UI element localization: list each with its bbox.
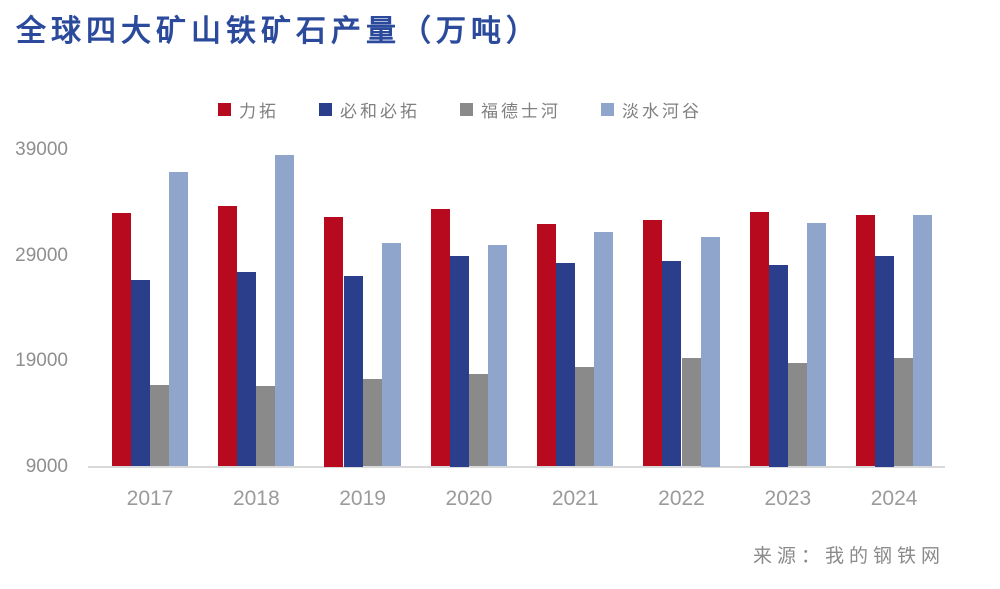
bar-福德士河-2021 [575, 367, 595, 467]
bar-福德士河-2020 [468, 373, 488, 467]
x-axis-tick-label: 2023 [764, 487, 812, 510]
chart-legend: 力拓 必和必拓 福德士河 淡水河谷 [150, 97, 770, 121]
y-axis-tick-label: 29000 [15, 244, 68, 266]
bar-淡水河谷-2019 [381, 242, 401, 467]
bar-淡水河谷-2018 [275, 155, 295, 467]
x-axis-tick-label: 2018 [232, 487, 280, 510]
bar-力拓-2020 [430, 209, 450, 467]
legend-label: 力拓 [239, 101, 279, 121]
y-axis-tick-label: 9000 [25, 455, 68, 477]
bar-必和必拓-2019 [343, 275, 363, 467]
x-axis-tick-label: 2020 [445, 487, 493, 510]
x-axis-tick-label: 2021 [551, 487, 599, 510]
bar-力拓-2019 [324, 216, 344, 467]
legend-swatch-icon [319, 102, 332, 116]
bar-必和必拓-2018 [237, 272, 257, 467]
x-axis-tick-label: 2022 [658, 487, 705, 510]
bar-力拓-2023 [749, 212, 769, 467]
bar-力拓-2022 [643, 219, 663, 467]
x-axis-tick-label: 2024 [870, 487, 918, 510]
bar-淡水河谷-2021 [594, 232, 614, 467]
bar-福德士河-2018 [256, 386, 276, 467]
legend-item-力拓: 力拓 [218, 97, 279, 122]
bar-必和必拓-2021 [556, 262, 576, 467]
x-axis-tick-label: 2019 [339, 487, 386, 510]
bar-力拓-2021 [537, 223, 557, 467]
legend-item-必和必拓: 必和必拓 [319, 97, 420, 122]
bar-力拓-2018 [218, 205, 238, 467]
bar-福德士河-2017 [150, 385, 170, 467]
source-note: 来源：我的钢铁网 [752, 546, 945, 567]
x-axis-baseline [88, 466, 945, 468]
bar-力拓-2024 [855, 215, 875, 467]
page-title: 全球四大矿山铁矿石产量（万吨） [16, 15, 541, 48]
legend-swatch-icon [218, 102, 231, 116]
bar-福德士河-2019 [362, 378, 382, 467]
bar-力拓-2017 [111, 213, 131, 467]
legend-label: 福德士河 [481, 101, 561, 121]
bar-淡水河谷-2023 [806, 222, 826, 467]
legend-item-淡水河谷: 淡水河谷 [601, 97, 702, 122]
bar-必和必拓-2017 [130, 279, 150, 467]
bar-必和必拓-2024 [875, 255, 895, 467]
bar-淡水河谷-2022 [700, 236, 720, 467]
legend-swatch-icon [460, 102, 473, 116]
y-axis-tick-label: 19000 [15, 350, 68, 371]
bar-福德士河-2022 [681, 357, 701, 467]
legend-label: 淡水河谷 [622, 101, 702, 121]
bar-必和必拓-2020 [449, 255, 469, 467]
bar-必和必拓-2022 [662, 260, 682, 467]
legend-item-福德士河: 福德士河 [460, 97, 561, 122]
bar-必和必拓-2023 [768, 265, 788, 467]
bar-淡水河谷-2020 [488, 244, 508, 467]
bar-淡水河谷-2024 [913, 215, 933, 467]
legend-label: 必和必拓 [340, 101, 420, 121]
bar-淡水河谷-2017 [169, 172, 189, 467]
bar-福德士河-2023 [787, 363, 807, 467]
legend-swatch-icon [601, 102, 614, 116]
x-axis-tick-label: 2017 [126, 487, 174, 510]
y-axis-tick-label: 39000 [15, 139, 68, 160]
bar-福德士河-2024 [894, 357, 914, 467]
